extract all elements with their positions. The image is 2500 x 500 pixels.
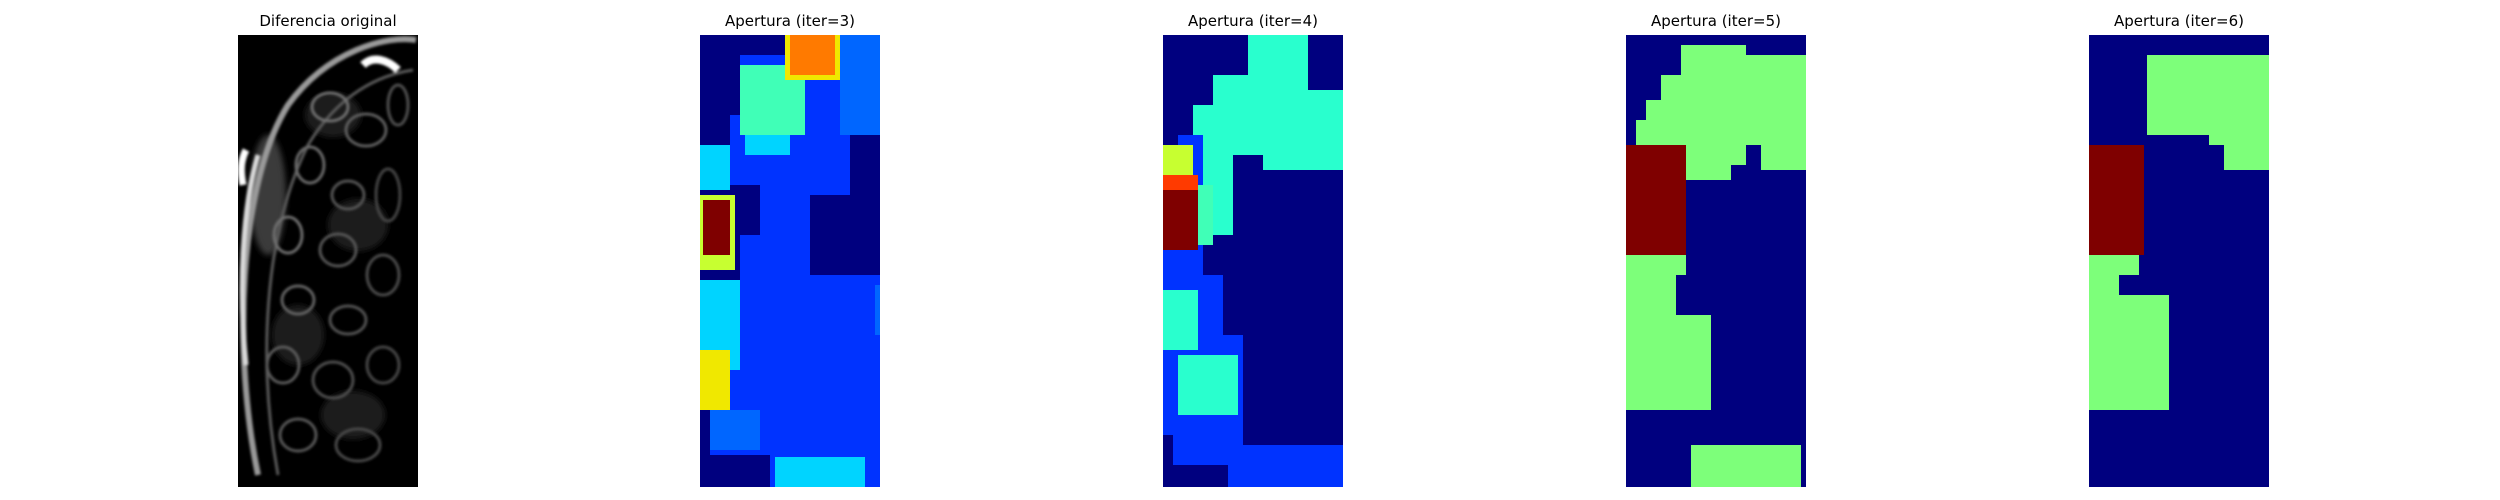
apertura-iter-6-image — [2089, 35, 2269, 487]
region-yellow-bottom-left — [700, 350, 730, 410]
region-green-left — [1626, 250, 1711, 410]
region-cyan-bottom — [775, 457, 865, 487]
panel-title: Apertura (iter=5) — [1651, 12, 1781, 30]
region-green-bottom — [1691, 445, 1801, 487]
region-aqua-strip — [1198, 185, 1213, 245]
region-red-orange — [1163, 175, 1198, 190]
region-navy-top-left — [1163, 35, 1193, 105]
panel-apertura-iter-5: Apertura (iter=5) — [1626, 0, 1806, 500]
apertura-iter-4-image — [1163, 35, 1343, 487]
region-yellow-green — [1163, 145, 1193, 175]
region-navy-left-gap — [2144, 135, 2154, 295]
region-blue-bottom-right — [865, 435, 880, 487]
region-blue-bottom-left — [710, 410, 760, 450]
apertura-iter-3-image — [700, 35, 880, 487]
region-blue-bottom-right — [1228, 445, 1343, 487]
panel-title: Apertura (iter=3) — [725, 12, 855, 30]
region-orange-top-inner — [790, 35, 835, 75]
region-green-top — [1636, 45, 1806, 180]
region-mid-blue — [700, 35, 880, 335]
panel-apertura-iter-3: Apertura (iter=3) — [700, 0, 880, 500]
region-aqua-bottom — [1178, 355, 1238, 415]
panel-diferencia-original: Diferencia original — [238, 0, 418, 500]
panel-title: Apertura (iter=4) — [1188, 12, 1318, 30]
region-blue-bottom-strip — [1173, 420, 1238, 445]
region-cyan-top — [745, 135, 790, 155]
panel-apertura-iter-6: Apertura (iter=6) — [2089, 0, 2269, 500]
diferencia-original-image — [238, 35, 418, 487]
region-dark-red — [2089, 145, 2144, 255]
apertura-iter-5-image — [1626, 35, 1806, 487]
region-dark-red — [1626, 145, 1686, 255]
region-aqua-left — [1163, 290, 1198, 350]
region-dark-red — [1163, 190, 1198, 250]
region-cyan-left-upper — [700, 145, 730, 190]
region-green-left — [2089, 250, 2169, 410]
region-aqua-top — [1193, 35, 1343, 235]
region-mid-blue-right — [840, 85, 880, 135]
region-dark-red — [703, 200, 730, 255]
edge-structures — [238, 36, 417, 476]
region-navy-right — [1243, 170, 1343, 445]
panel-title: Apertura (iter=6) — [2114, 12, 2244, 30]
region-navy-top-left — [700, 35, 730, 115]
panel-apertura-iter-4: Apertura (iter=4) — [1163, 0, 1343, 500]
panel-title: Diferencia original — [259, 12, 397, 30]
region-green-top-right — [2147, 55, 2269, 170]
